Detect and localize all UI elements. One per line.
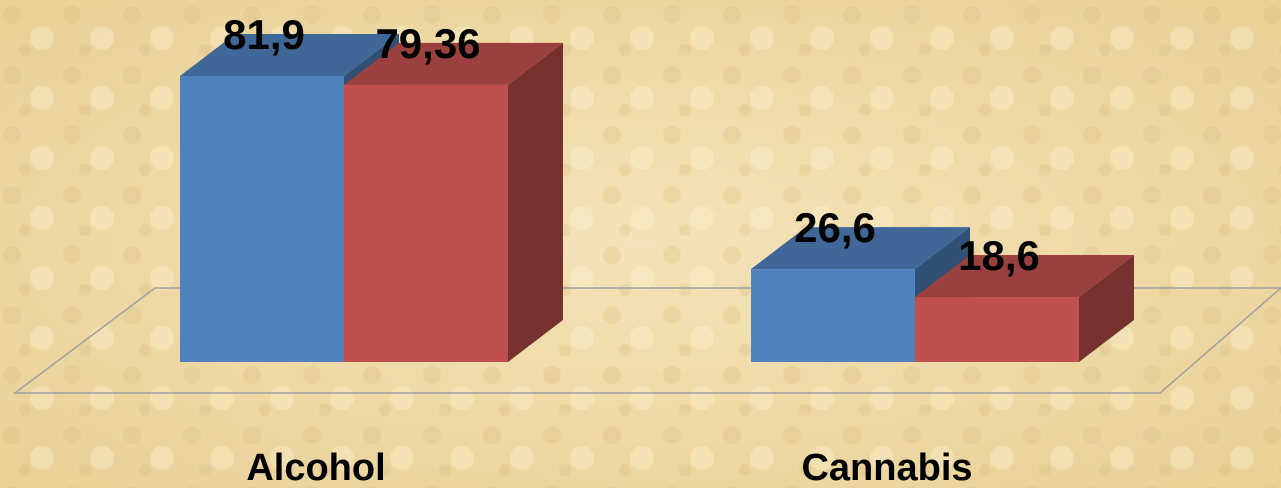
bar-top [751, 227, 970, 270]
bar [180, 76, 344, 362]
bar [915, 297, 1079, 362]
bar-top [915, 255, 1134, 298]
data-label: 18,6 [958, 232, 1040, 279]
bar-top [180, 34, 399, 76]
bar-side [508, 42, 563, 362]
data-label: 26,6 [794, 204, 876, 251]
bar [344, 84, 508, 362]
x-tick-label: Alcohol [246, 447, 385, 488]
bar [751, 269, 915, 362]
bar-side [1079, 255, 1134, 362]
floor [12, 287, 1281, 394]
data-label: 81,9 [223, 11, 305, 58]
data-label: 79,36 [375, 20, 480, 67]
x-tick-label: Cannabis [801, 447, 972, 488]
bar-top [344, 42, 563, 85]
